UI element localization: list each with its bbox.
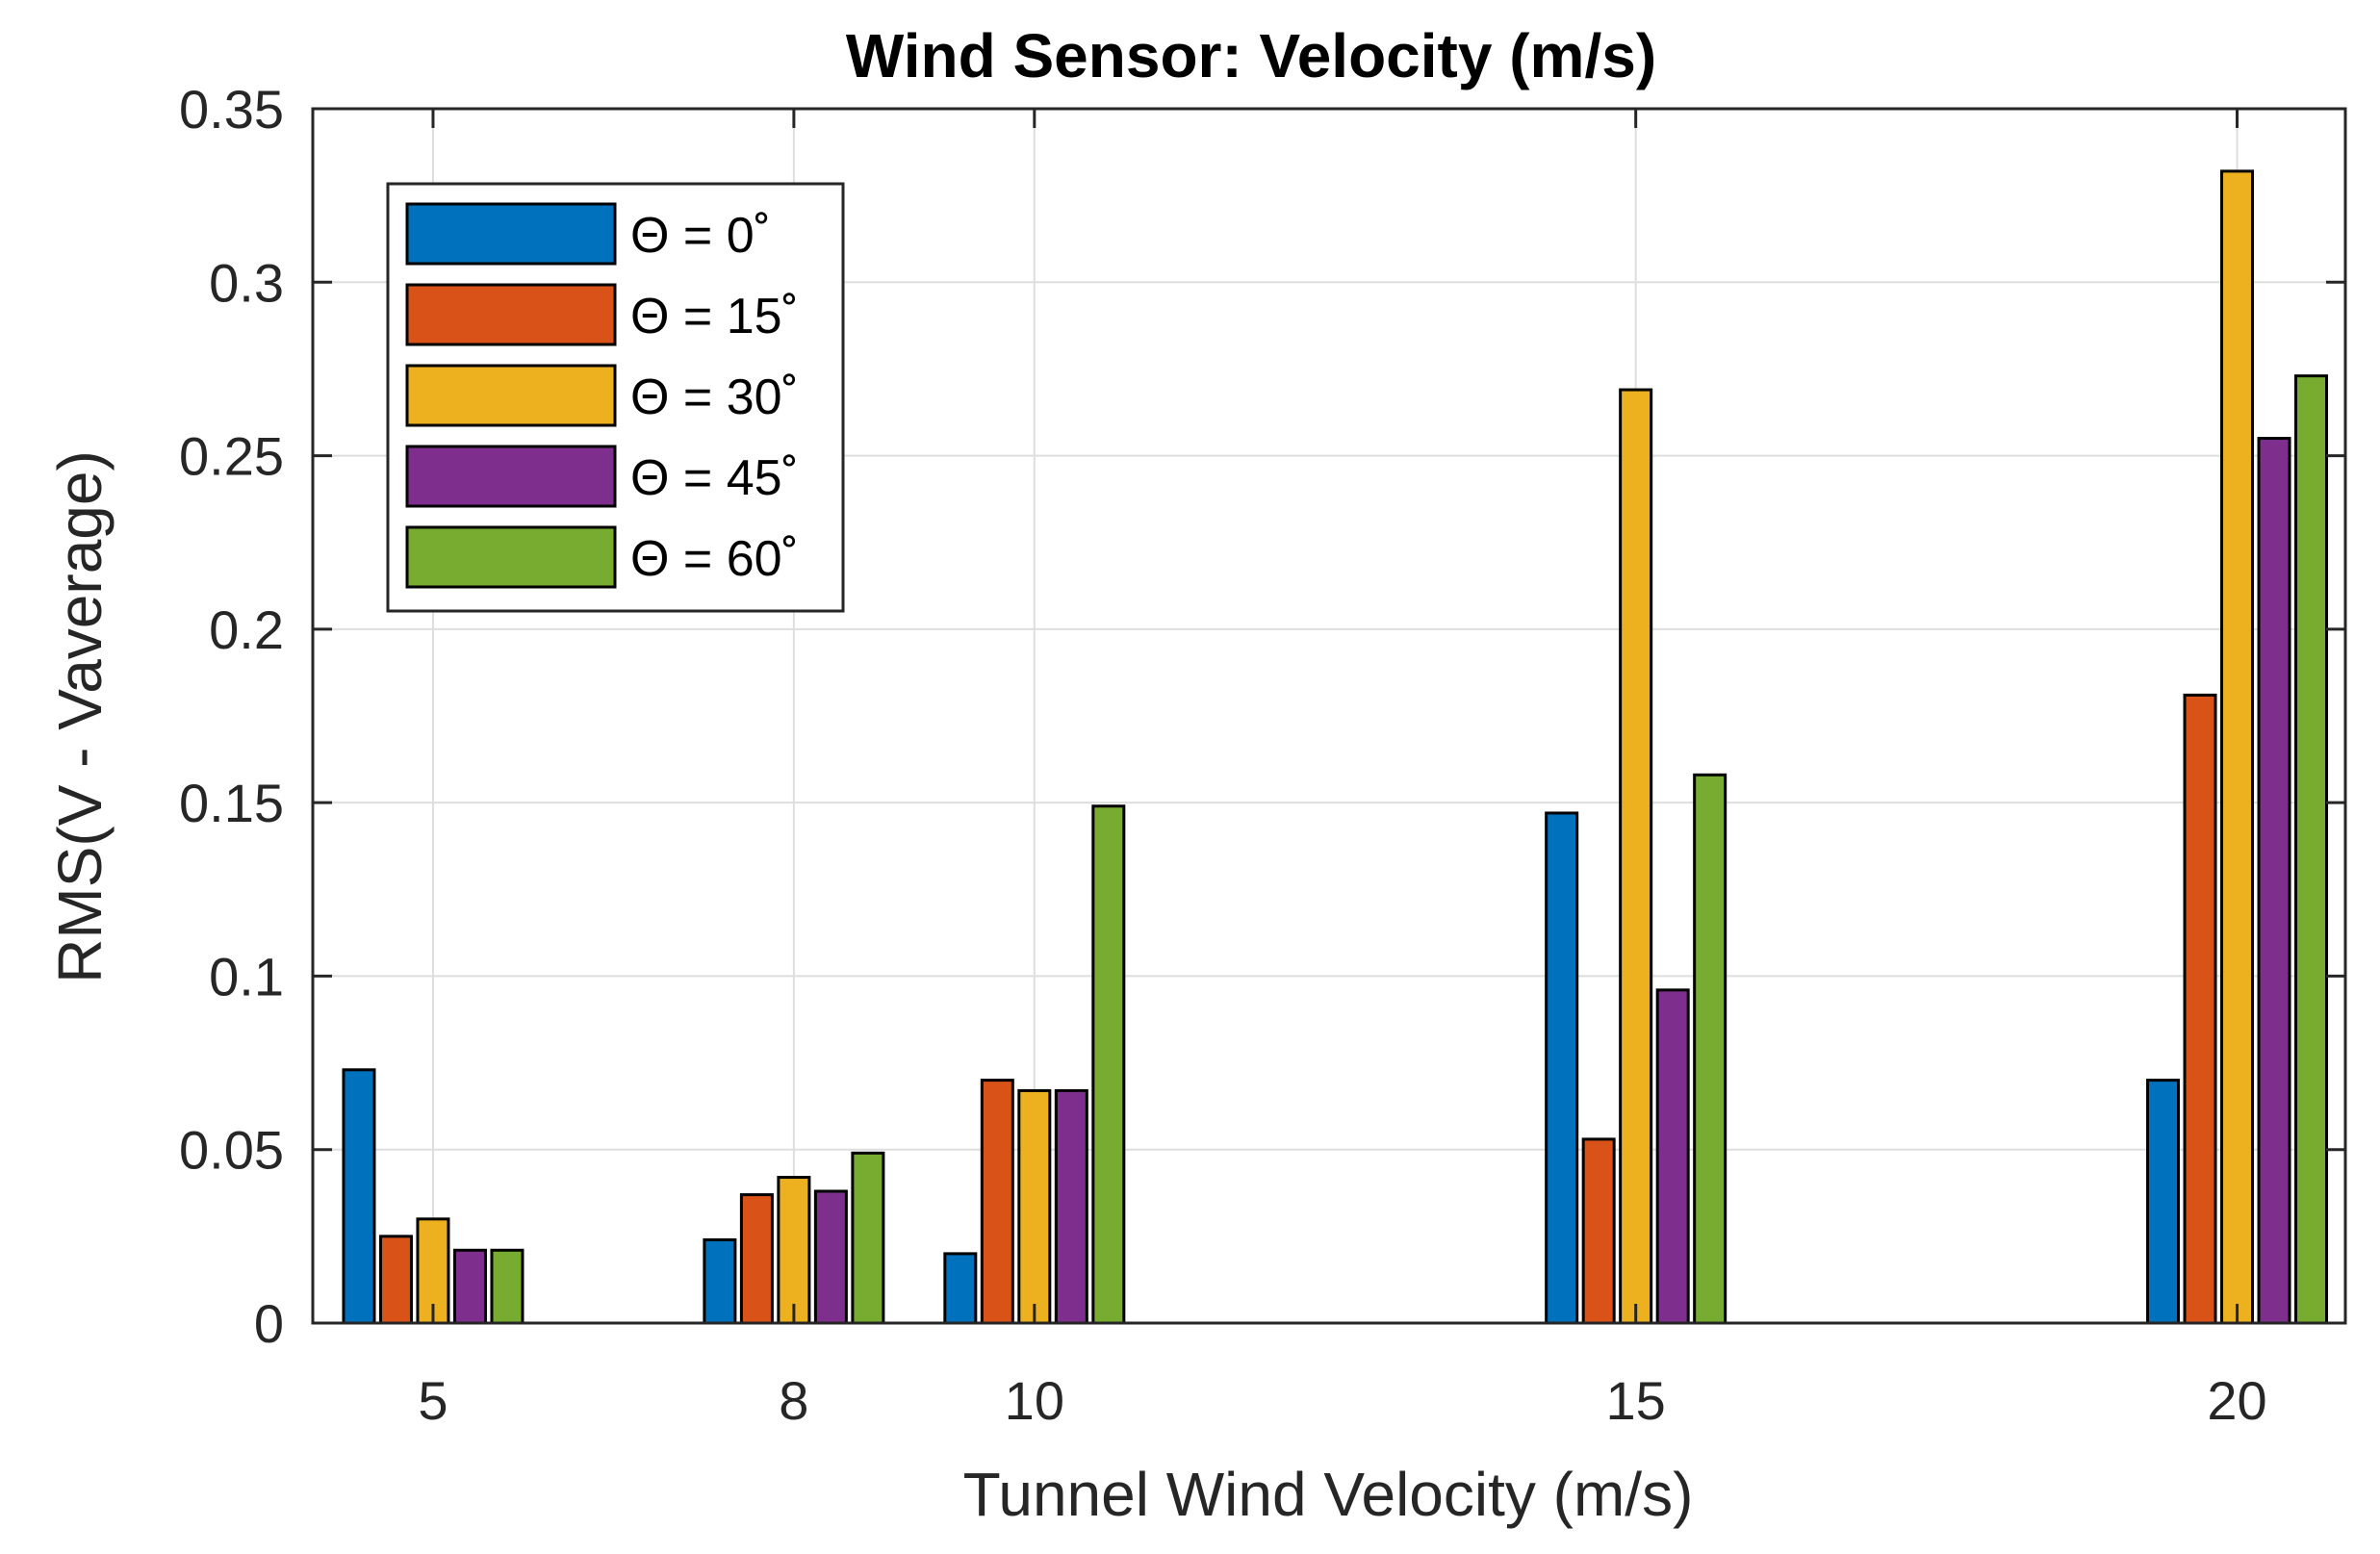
bar <box>1054 1088 1088 1325</box>
grid-lines <box>313 108 2345 1324</box>
x-tick-label: 8 <box>779 1370 808 1431</box>
bar <box>777 1176 811 1325</box>
y-tick-label: 0.05 <box>179 1120 284 1181</box>
x-tick-label: 20 <box>2207 1370 2266 1431</box>
bar <box>703 1237 737 1325</box>
bar <box>943 1252 978 1325</box>
legend: Θ = 0˚ Θ = 15˚ Θ = 30˚ Θ = 45˚ Θ = 60˚ <box>386 182 845 613</box>
legend-swatch <box>405 202 617 266</box>
legend-swatch <box>405 525 617 589</box>
bar <box>2257 437 2291 1325</box>
legend-label: Θ = 0˚ <box>630 208 771 264</box>
plot-area-frame <box>311 107 2347 1325</box>
bar <box>1581 1137 1616 1325</box>
chart-title: Wind Sensor: Velocity (m/s) <box>846 21 1656 90</box>
legend-swatch <box>405 283 617 346</box>
legend-swatch <box>405 445 617 508</box>
bar <box>813 1189 848 1325</box>
bar <box>378 1235 413 1325</box>
legend-label: Θ = 60˚ <box>630 531 799 587</box>
legend-items: Θ = 0˚ Θ = 15˚ Θ = 30˚ Θ = 45˚ Θ = 60˚ <box>405 202 799 589</box>
y-tick-label: 0.2 <box>209 599 284 660</box>
bar <box>1619 388 1653 1325</box>
legend-swatch <box>405 364 617 427</box>
bar <box>490 1248 525 1325</box>
y-tick-label: 0.3 <box>209 252 284 313</box>
bar <box>1091 804 1126 1325</box>
y-tick-label: 0.15 <box>179 773 284 833</box>
bar <box>851 1151 885 1325</box>
y-tick-label: 0 <box>254 1293 284 1354</box>
legend-label: Θ = 15˚ <box>630 289 799 344</box>
legend-label: Θ = 30˚ <box>630 369 799 425</box>
bar <box>452 1248 487 1325</box>
bar <box>980 1079 1014 1325</box>
bar <box>2183 693 2217 1325</box>
bars-group <box>342 169 2329 1325</box>
bar <box>2220 169 2255 1325</box>
x-axis-label: Tunnel Wind Velocity (m/s) <box>963 1460 1694 1529</box>
y-tick-label: 0.35 <box>179 79 284 140</box>
legend-label: Θ = 45˚ <box>630 450 799 506</box>
bar <box>1017 1088 1052 1325</box>
x-tick-label: 10 <box>1005 1370 1064 1431</box>
bar <box>2294 374 2329 1325</box>
bar <box>1655 988 1690 1325</box>
y-axis-label: RMS(V - Vaverage) <box>45 450 115 983</box>
y-tick-label: 0.25 <box>179 426 284 487</box>
x-tick-labels: 5 8 10 15 20 <box>418 1370 2266 1431</box>
bar <box>2146 1079 2181 1325</box>
y-tick-label: 0.1 <box>209 946 284 1006</box>
bar <box>1693 773 1727 1325</box>
y-tick-labels: 0 0.05 0.1 0.15 0.2 0.25 0.3 0.35 <box>179 79 284 1354</box>
axis-ticks <box>313 107 2345 1325</box>
x-tick-label: 15 <box>1606 1370 1666 1431</box>
x-tick-label: 5 <box>418 1370 448 1431</box>
bar <box>739 1193 774 1325</box>
bar <box>342 1068 376 1325</box>
bar <box>1545 811 1579 1325</box>
